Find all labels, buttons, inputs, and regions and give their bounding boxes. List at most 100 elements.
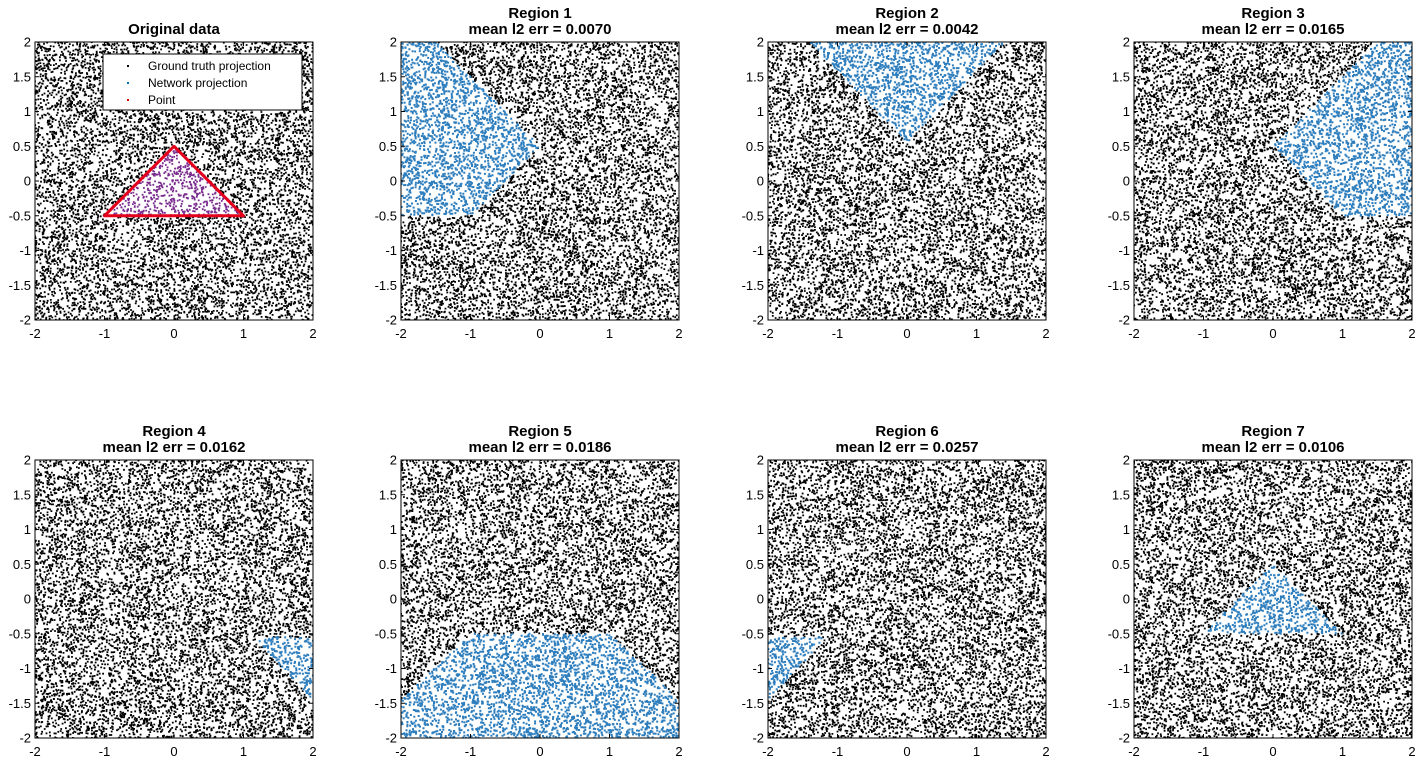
ground-truth-points	[1133, 459, 1413, 739]
y-tick-label: 1.5	[1112, 69, 1130, 84]
y-tick-label: -0.5	[1108, 208, 1130, 223]
y-tick-label: 0.5	[1112, 557, 1130, 572]
y-tick-label: -1.5	[9, 696, 31, 711]
x-tick-label: 1	[240, 744, 247, 759]
x-tick-label: -1	[465, 326, 477, 341]
y-tick-label: 1.5	[1112, 487, 1130, 502]
x-tick-label: 1	[973, 744, 980, 759]
x-tick-label: -1	[832, 744, 844, 759]
x-tick-label: 1	[1339, 744, 1346, 759]
y-tick-label: 2	[24, 35, 31, 50]
panel-title: Region 1	[508, 5, 571, 22]
scatter-points	[1133, 41, 1413, 321]
y-tick-label: -1.5	[1108, 696, 1130, 711]
x-tick-label: 2	[1408, 326, 1415, 341]
region-points	[1274, 41, 1413, 216]
legend: Ground truth projection Network projectio…	[103, 54, 302, 110]
scatter-points	[400, 459, 680, 739]
panel-subtitle: mean l2 err = 0.0186	[468, 439, 611, 456]
y-tick-label: -1	[752, 243, 764, 258]
scatter-points	[767, 459, 1047, 739]
y-tick-label: 0	[1123, 174, 1130, 189]
y-tick-label: -2	[385, 731, 397, 746]
y-tick-label: -1	[19, 243, 31, 258]
x-tick-label: 2	[675, 744, 682, 759]
y-tick-label: 1	[1123, 522, 1130, 537]
y-tick-label: -2	[1118, 313, 1130, 328]
x-tick-label: -2	[762, 326, 774, 341]
panel-title: Region 5	[508, 423, 571, 440]
region-points	[400, 633, 680, 739]
x-tick-label: 2	[309, 326, 316, 341]
y-tick-label: -1	[19, 661, 31, 676]
legend-marker	[127, 82, 129, 84]
x-tick-label: -1	[1198, 744, 1210, 759]
y-tick-label: -1	[752, 661, 764, 676]
y-tick-label: -0.5	[375, 626, 397, 641]
y-tick-label: 1.5	[746, 69, 764, 84]
ground-truth-points	[34, 459, 314, 739]
x-tick-label: 0	[170, 744, 177, 759]
y-tick-label: -0.5	[9, 208, 31, 223]
x-tick-label: -2	[29, 744, 41, 759]
y-tick-label: 0.5	[1112, 139, 1130, 154]
y-tick-label: 2	[390, 35, 397, 50]
panel-subtitle: mean l2 err = 0.0257	[835, 439, 978, 456]
y-tick-label: -0.5	[375, 208, 397, 223]
legend-entry: Ground truth projection	[148, 59, 271, 73]
y-tick-label: -2	[19, 313, 31, 328]
x-tick-label: -1	[465, 744, 477, 759]
panel-title: Region 4	[142, 423, 206, 440]
y-tick-label: -2	[752, 731, 764, 746]
y-tick-label: 0	[24, 592, 31, 607]
y-tick-label: 0	[1123, 592, 1130, 607]
y-tick-label: 0.5	[746, 139, 764, 154]
panel-subtitle: mean l2 err = 0.0106	[1201, 439, 1344, 456]
y-tick-label: 0.5	[13, 139, 31, 154]
y-tick-label: 2	[757, 35, 764, 50]
x-tick-label: 0	[170, 326, 177, 341]
y-tick-label: -0.5	[742, 208, 764, 223]
y-tick-label: -0.5	[1108, 626, 1130, 641]
x-tick-label: 0	[1269, 326, 1276, 341]
x-tick-label: 2	[1042, 326, 1049, 341]
y-tick-label: 1.5	[746, 487, 764, 502]
legend-entry: Network projection	[148, 76, 247, 90]
panel-title: Region 2	[875, 5, 938, 22]
panel-subtitle: mean l2 err = 0.0165	[1201, 21, 1344, 38]
scatter-points	[34, 459, 314, 739]
y-tick-label: 1	[390, 104, 397, 119]
ground-truth-points	[767, 41, 1047, 321]
panel-title: Region 6	[875, 423, 938, 440]
y-tick-label: -2	[385, 313, 397, 328]
y-tick-label: -1.5	[1108, 278, 1130, 293]
x-tick-label: 2	[675, 326, 682, 341]
y-tick-label: 0.5	[746, 557, 764, 572]
panel-subtitle: mean l2 err = 0.0162	[102, 439, 245, 456]
ground-truth-points	[767, 459, 1047, 739]
x-tick-label: 1	[606, 326, 613, 341]
x-tick-label: -2	[762, 744, 774, 759]
x-tick-label: -2	[1128, 744, 1140, 759]
panel-title: Original data	[128, 21, 220, 38]
y-tick-label: -2	[19, 731, 31, 746]
y-tick-label: -1.5	[375, 278, 397, 293]
legend-marker	[127, 65, 129, 67]
y-tick-label: 1.5	[13, 487, 31, 502]
y-tick-label: -0.5	[9, 626, 31, 641]
x-tick-label: 1	[240, 326, 247, 341]
y-tick-label: 0.5	[379, 139, 397, 154]
y-tick-label: 1.5	[379, 69, 397, 84]
scatter-points	[1133, 459, 1413, 739]
panel-subtitle: mean l2 err = 0.0070	[468, 21, 611, 38]
y-tick-label: 0.5	[13, 557, 31, 572]
y-tick-label: 0.5	[379, 557, 397, 572]
legend-marker	[127, 99, 129, 101]
x-tick-label: 0	[1269, 744, 1276, 759]
y-tick-label: 1	[390, 522, 397, 537]
x-tick-label: -2	[29, 326, 41, 341]
